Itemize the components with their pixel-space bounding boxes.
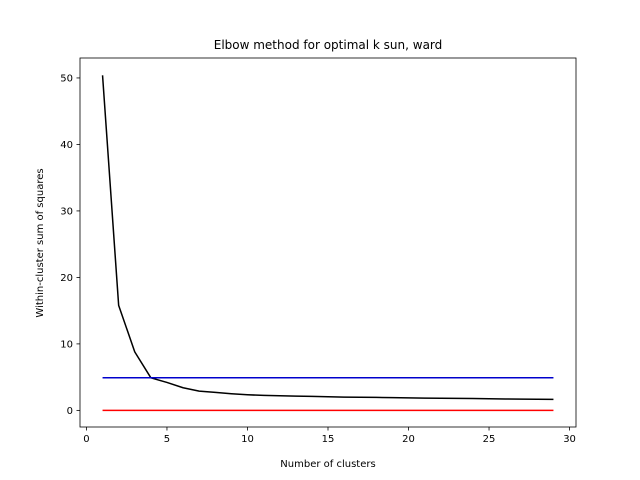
y-tick-label: 20 bbox=[60, 273, 73, 284]
x-axis-ticks: 0 5 10 15 20 25 30 bbox=[83, 427, 576, 445]
chart-title: Elbow method for optimal k sun, ward bbox=[214, 38, 443, 52]
x-tick-label: 10 bbox=[241, 434, 254, 445]
y-tick-label: 40 bbox=[60, 140, 73, 151]
x-tick-label: 20 bbox=[402, 434, 415, 445]
y-axis-ticks: 0 10 20 30 40 50 bbox=[60, 73, 80, 417]
x-tick-label: 30 bbox=[563, 434, 576, 445]
x-axis-label: Number of clusters bbox=[280, 459, 375, 470]
y-tick-label: 50 bbox=[60, 73, 73, 84]
x-tick-label: 5 bbox=[164, 434, 170, 445]
plot-background bbox=[80, 58, 576, 427]
x-tick-label: 15 bbox=[322, 434, 335, 445]
y-axis-label: Within-cluster sum of squares bbox=[35, 168, 46, 317]
y-tick-label: 0 bbox=[67, 406, 73, 417]
plot-area bbox=[80, 58, 576, 427]
y-tick-label: 30 bbox=[60, 206, 73, 217]
x-tick-label: 25 bbox=[483, 434, 496, 445]
series-line-0 bbox=[101, 75, 554, 401]
x-tick-label: 0 bbox=[83, 434, 89, 445]
y-tick-label: 10 bbox=[60, 339, 73, 350]
series-layer bbox=[79, 57, 577, 428]
